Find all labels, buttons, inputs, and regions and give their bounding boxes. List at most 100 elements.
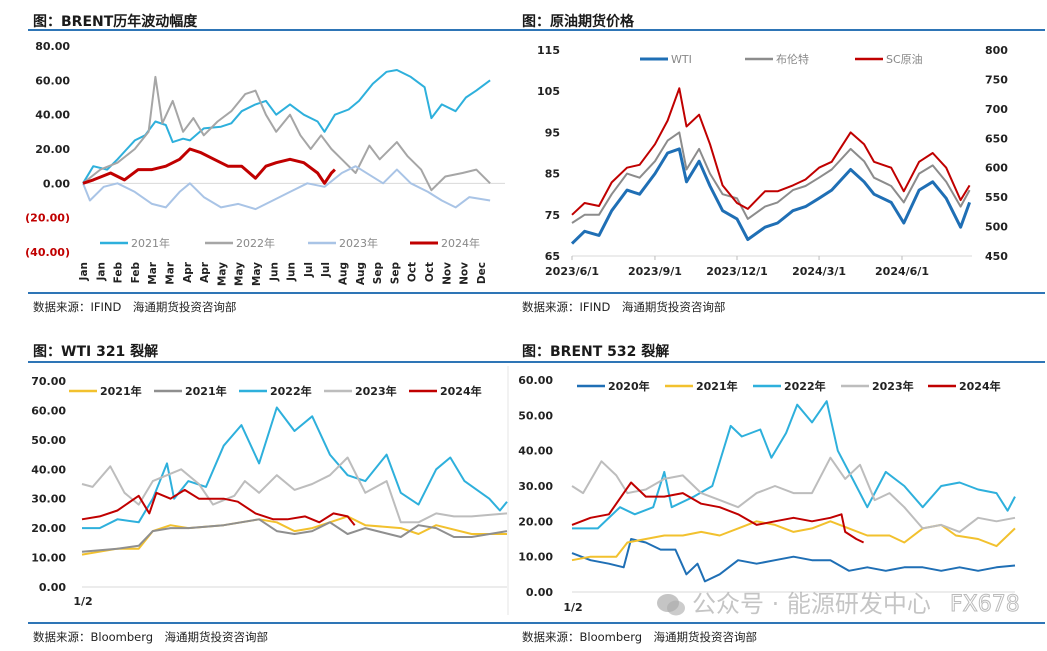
series-line-0 bbox=[570, 147, 972, 245]
x-tick-label: 2024/6/1 bbox=[875, 265, 929, 278]
title-rule bbox=[28, 29, 518, 31]
y-tick-label: 85 bbox=[545, 168, 560, 181]
y2-tick-label: 600 bbox=[985, 162, 1008, 175]
series-line-4 bbox=[571, 481, 865, 544]
x-tick-label: Dec bbox=[476, 262, 488, 284]
y-tick-label: 20.00 bbox=[518, 515, 553, 528]
chart-source: 数据来源：Bloomberg 海通期货投资咨询部 bbox=[522, 630, 758, 644]
series-line-0 bbox=[81, 515, 507, 556]
legend-label: 布伦特 bbox=[776, 52, 809, 66]
legend-item: 2024年 bbox=[410, 236, 480, 250]
title-rule bbox=[515, 361, 1045, 363]
wechat-icon bbox=[657, 594, 685, 616]
legend-item: 2022年 bbox=[753, 379, 826, 393]
legend-label: SC原油 bbox=[886, 52, 923, 66]
y-tick-label: 20.00 bbox=[31, 522, 66, 535]
series-line-3 bbox=[81, 456, 508, 524]
x-tick-label: Aug bbox=[355, 262, 367, 285]
source-rule bbox=[28, 622, 518, 624]
series-line-3 bbox=[571, 456, 1016, 533]
y-tick-label: 40.00 bbox=[35, 109, 70, 122]
y-tick-label: 20.00 bbox=[35, 143, 70, 156]
legend-item: 2023年 bbox=[308, 236, 378, 250]
y-tick-label: 50.00 bbox=[31, 434, 66, 447]
title-rule bbox=[28, 361, 518, 363]
watermark-overlay: FX678 bbox=[950, 592, 1021, 618]
chart-source: 数据来源：IFIND 海通期货投资咨询部 bbox=[33, 300, 237, 314]
x-tick-label: Feb bbox=[113, 262, 125, 284]
series-line-0 bbox=[82, 69, 491, 184]
legend-item: 2022年 bbox=[239, 384, 312, 398]
series-line-2 bbox=[572, 400, 1016, 530]
watermark-text: 公众号 · 能源研发中心 bbox=[692, 590, 931, 618]
y-tick-label: 80.00 bbox=[35, 40, 70, 53]
legend-label: 2024年 bbox=[441, 236, 480, 250]
x-tick-label: May bbox=[251, 262, 263, 286]
x-tick-label: Jan bbox=[78, 262, 90, 281]
chart-title-brent-532: 图：BRENT 532 裂解 bbox=[522, 344, 670, 360]
chart-title-brent-volatility: 图：BRENT历年波动幅度 bbox=[33, 14, 198, 30]
legend-item: 2023年 bbox=[324, 384, 397, 398]
y-tick-label: (40.00) bbox=[25, 246, 70, 259]
series-line-1 bbox=[571, 131, 971, 224]
x-tick-label: 1/2 bbox=[73, 595, 92, 608]
legend-label: 2021年 bbox=[100, 384, 142, 398]
x-tick-label: 1/2 bbox=[563, 601, 582, 614]
y-tick-label: 60.00 bbox=[35, 74, 70, 87]
x-tick-label: Sep bbox=[372, 262, 384, 285]
x-tick-label: Aug bbox=[338, 262, 350, 285]
legend-label: 2022年 bbox=[270, 384, 312, 398]
legend-item: 2021年 bbox=[154, 384, 227, 398]
legend-item: 2020年 bbox=[577, 379, 650, 393]
x-tick-label: Jan bbox=[95, 262, 107, 281]
watermark: 公众号 · 能源研发中心 bbox=[656, 590, 931, 618]
series-line-1 bbox=[81, 518, 508, 553]
x-tick-label: Nov bbox=[459, 262, 471, 285]
chart-0: 80.00 60.00 40.00 20.00 0.00 (20.00) (40.00) Ja… bbox=[25, 40, 505, 286]
source-rule bbox=[515, 292, 1045, 294]
x-tick-label: Nov bbox=[441, 262, 453, 285]
y-tick-label: 60.00 bbox=[31, 404, 66, 417]
y2-tick-label: 450 bbox=[985, 250, 1008, 263]
chart-title-crude-futures: 图：原油期货价格 bbox=[522, 14, 634, 30]
series-line-4 bbox=[81, 488, 356, 526]
legend-item: 2022年 bbox=[205, 236, 275, 250]
chart-source: 数据来源：Bloomberg 海通期货投资咨询部 bbox=[33, 630, 269, 644]
source-rule bbox=[515, 622, 1045, 624]
chart-2: 70.00 60.00 50.00 40.00 30.00 20.00 10.00 0.00 1… bbox=[31, 366, 509, 615]
legend-item: WTI bbox=[640, 53, 692, 66]
legend-label: 2023年 bbox=[339, 236, 378, 250]
legend-label: 2021年 bbox=[696, 379, 738, 393]
series-line-3 bbox=[82, 147, 336, 185]
series-line-2 bbox=[571, 87, 971, 216]
x-tick-label: Oct bbox=[407, 262, 419, 282]
title-rule bbox=[515, 29, 1045, 31]
chart-source: 数据来源：IFIND 海通期货投资咨询部 bbox=[522, 300, 726, 314]
chart-3: 60.00 50.00 40.00 30.00 20.00 10.00 0.00 1/2 202… bbox=[518, 374, 1016, 614]
x-tick-label: 2023/9/1 bbox=[628, 265, 682, 278]
y-tick-label: 10.00 bbox=[31, 552, 66, 565]
y-tick-label: 0.00 bbox=[39, 581, 66, 594]
legend-item: 2021年 bbox=[100, 236, 170, 250]
y-tick-label: 0.00 bbox=[526, 586, 553, 599]
x-tick-label: Jul bbox=[303, 262, 315, 278]
x-tick-label: Oct bbox=[424, 262, 436, 282]
series-line-1 bbox=[82, 75, 491, 192]
legend-label: 2020年 bbox=[608, 379, 650, 393]
series-line-2 bbox=[82, 406, 508, 530]
x-tick-label: Mar bbox=[147, 261, 159, 285]
legend-item: SC原油 bbox=[855, 52, 923, 66]
y-tick-label: 30.00 bbox=[518, 480, 553, 493]
legend-item: 2023年 bbox=[841, 379, 914, 393]
chart-title-wti-321: 图：WTI 321 裂解 bbox=[33, 344, 159, 360]
y-tick-label: 40.00 bbox=[31, 463, 66, 476]
x-tick-label: Apr bbox=[199, 261, 211, 283]
legend-item: 2021年 bbox=[69, 384, 142, 398]
y-tick-label: 10.00 bbox=[518, 551, 553, 564]
x-tick-label: May bbox=[234, 262, 246, 286]
x-tick-label: Jun bbox=[286, 262, 298, 282]
legend-item: 布伦特 bbox=[745, 52, 809, 66]
x-tick-label: 2023/6/1 bbox=[545, 265, 599, 278]
y-tick-label: 95 bbox=[545, 126, 560, 139]
